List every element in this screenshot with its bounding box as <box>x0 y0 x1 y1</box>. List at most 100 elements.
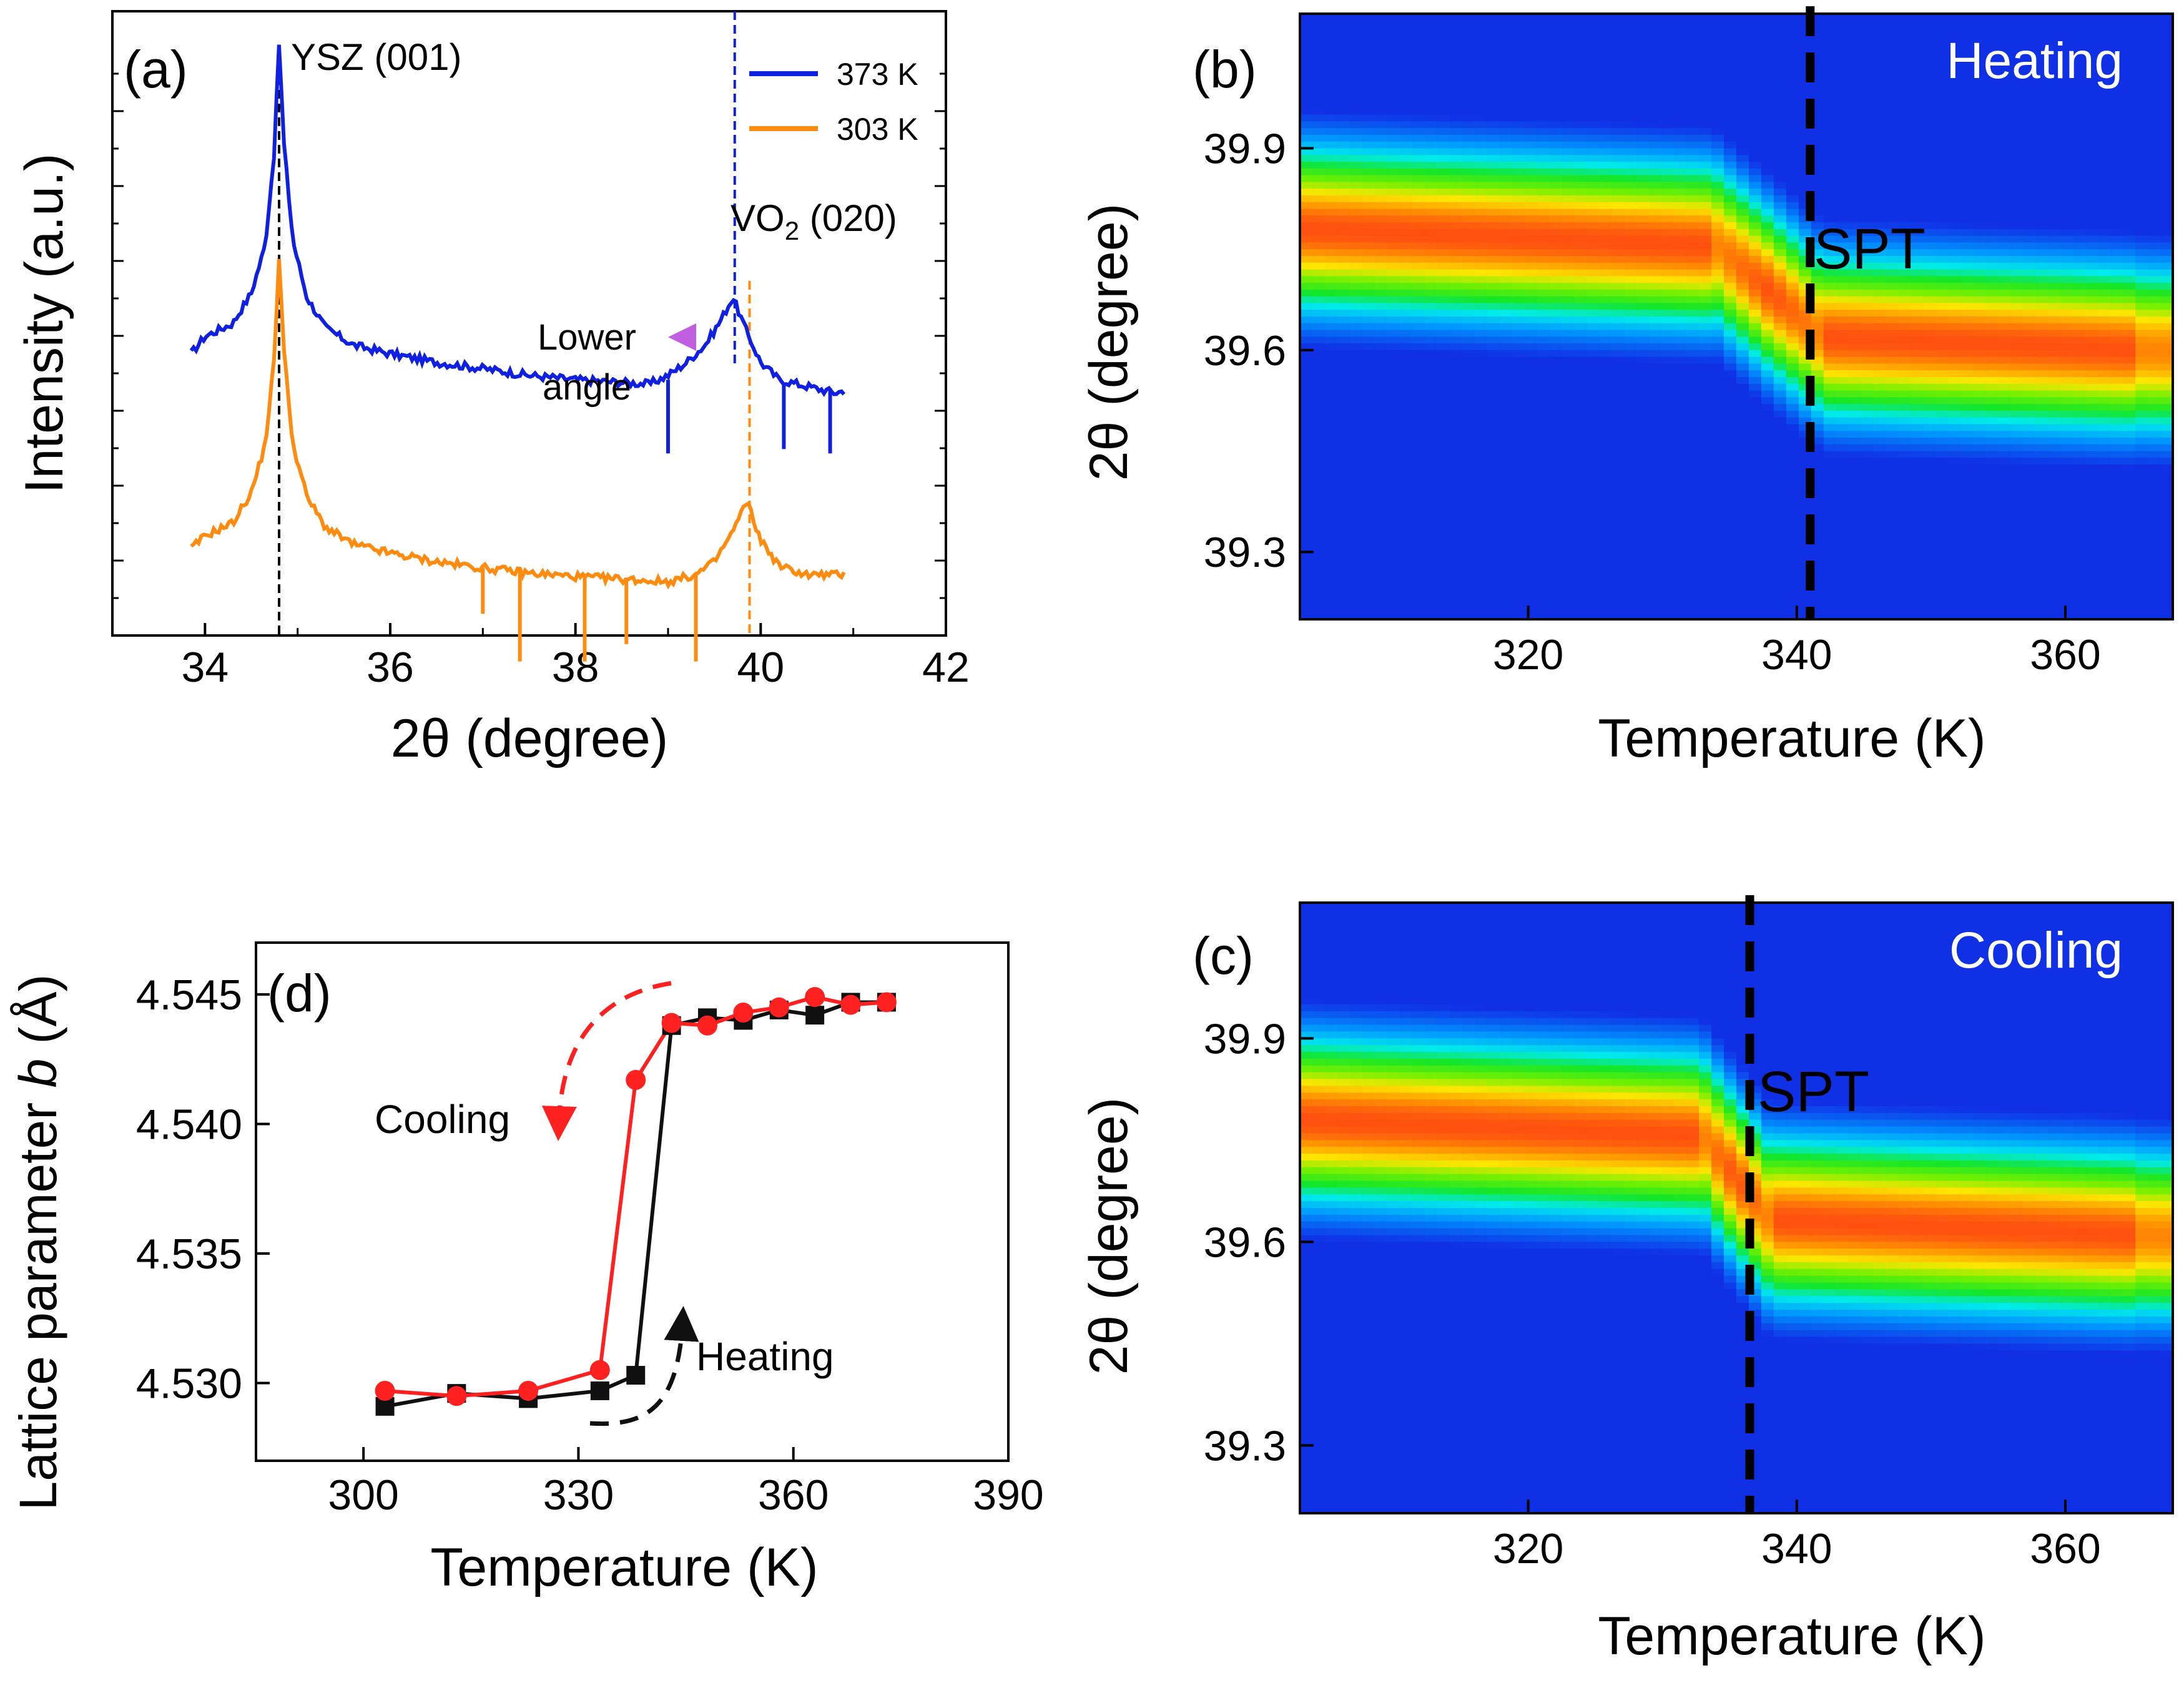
heat-cell <box>1960 228 1974 237</box>
heat-cell <box>1574 235 1588 243</box>
heat-cell <box>1798 377 1812 385</box>
heat-cell <box>1499 444 1513 452</box>
heat-cell <box>1624 303 1638 311</box>
heat-cell <box>1686 397 1700 405</box>
heat-cell <box>1823 14 1837 21</box>
heat-cell <box>1761 592 1774 600</box>
heat-cell <box>1611 101 1625 109</box>
heat-cell <box>1599 424 1613 432</box>
heat-cell <box>1424 404 1438 411</box>
heat-cell <box>1462 606 1475 614</box>
heat-cell <box>1462 444 1475 452</box>
heat-cell <box>1574 350 1588 358</box>
heat-cell <box>1312 316 1326 324</box>
heat-cell <box>1412 249 1425 257</box>
heat-cell <box>1836 168 1849 176</box>
heat-cell <box>1624 182 1638 190</box>
heat-cell <box>1499 14 1513 21</box>
heat-cell <box>1337 168 1350 176</box>
heat-cell <box>1911 370 1924 378</box>
heat-cell <box>1324 471 1338 479</box>
heat-cell <box>1399 289 1413 297</box>
heat-cell <box>1574 525 1588 532</box>
heat-cell <box>1873 504 1887 513</box>
heat-cell <box>1761 175 1774 183</box>
heat-cell <box>1512 518 1525 526</box>
heat-cell <box>1599 276 1613 284</box>
heat-cell <box>1349 606 1363 614</box>
heat-cell <box>1699 54 1713 62</box>
heat-cell <box>1836 559 1849 566</box>
heat-cell <box>1911 525 1924 532</box>
heat-cell <box>1836 451 1849 459</box>
heat-cell <box>1936 20 1949 28</box>
heat-cell <box>1611 276 1625 284</box>
heat-cell <box>1312 61 1326 69</box>
heat-cell <box>1624 343 1638 351</box>
heat-cell <box>1399 67 1413 75</box>
heat-cell <box>1586 417 1600 425</box>
heat-cell <box>1349 383 1363 391</box>
heat-cell <box>1699 162 1713 169</box>
heat-cell <box>1711 20 1725 28</box>
heat-cell <box>1611 356 1625 365</box>
heat-cell <box>1562 504 1575 513</box>
heat-cell <box>1449 525 1463 532</box>
heat-cell <box>1499 350 1513 358</box>
heat-cell <box>1686 504 1700 513</box>
heat-cell <box>1848 209 1862 217</box>
heat-cell <box>1861 471 1874 479</box>
heat-cell <box>1749 148 1762 156</box>
heat-cell <box>1611 189 1625 196</box>
heat-cell <box>1474 444 1488 452</box>
heat-cell <box>1773 74 1787 82</box>
heat-cell <box>1973 148 1987 156</box>
heat-cell <box>1786 377 1799 385</box>
heat-cell <box>1649 81 1663 89</box>
heat-cell <box>1911 276 1924 284</box>
heat-cell <box>1823 518 1837 526</box>
heat-cell <box>1399 228 1413 237</box>
heat-cell <box>1711 504 1725 513</box>
heat-cell <box>1786 61 1799 69</box>
heat-cell <box>1936 74 1949 82</box>
heat-cell <box>1636 128 1650 135</box>
heat-cell <box>1923 54 1937 62</box>
heat-cell <box>1836 383 1849 391</box>
heat-cell <box>1574 175 1588 183</box>
heat-cell <box>1424 572 1438 580</box>
heat-cell <box>1636 310 1650 317</box>
heat-cell <box>1586 14 1600 21</box>
heat-cell <box>1362 148 1375 156</box>
heat-cell <box>1324 215 1338 223</box>
heat-cell <box>1300 350 1313 358</box>
heat-cell <box>1449 316 1463 324</box>
heat-cell <box>1611 417 1625 425</box>
heat-cell <box>1649 606 1663 614</box>
heat-cell <box>1773 215 1787 223</box>
heat-cell <box>1873 222 1887 230</box>
heat-cell <box>1973 343 1987 351</box>
heat-cell <box>1811 41 1824 48</box>
heat-cell <box>1424 162 1438 169</box>
heat-cell <box>1911 424 1924 432</box>
heat-cell <box>1649 410 1663 418</box>
heat-cell <box>1387 168 1400 176</box>
heat-cell <box>1749 565 1762 573</box>
heat-cell <box>1636 572 1650 580</box>
heat-cell <box>1786 269 1799 277</box>
heat-cell <box>1923 404 1937 411</box>
heat-cell <box>1711 242 1725 250</box>
heat-cell <box>1337 518 1350 526</box>
heat-cell <box>1636 491 1650 499</box>
heat-cell <box>1324 478 1338 486</box>
heat-cell <box>1312 175 1326 183</box>
heat-cell <box>1337 175 1350 183</box>
heat-cell <box>1387 87 1400 96</box>
heat-cell <box>1686 87 1700 96</box>
heat-cell <box>1798 363 1812 371</box>
heat-cell <box>1312 47 1326 55</box>
heat-cell <box>1936 34 1949 42</box>
heat-cell <box>1586 377 1600 385</box>
heat-cell <box>1699 135 1713 142</box>
